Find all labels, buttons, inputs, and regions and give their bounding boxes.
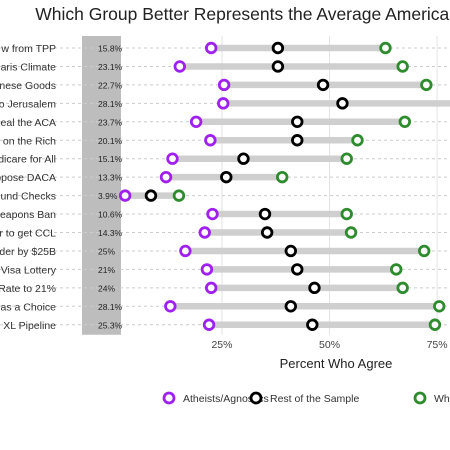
rest-of-the-sample-point [291,115,304,129]
legend-swatch [249,391,263,405]
category-label: dicare for All [0,154,56,166]
difference-label: 23.1% [98,62,123,72]
category-label: peal the ACA [0,117,56,129]
white-evangelicals-point [417,244,431,258]
legend-label: Whi [434,393,450,405]
difference-label: 22.7% [98,80,123,90]
category-label: aris Climate [1,61,57,73]
category-label: ppose DACA [0,172,56,184]
rest-of-the-sample-point [291,263,304,276]
rest-of-the-sample-point [258,207,272,221]
atheists-agnostics-point [205,281,218,295]
difference-label: 25.3% [98,320,123,330]
rest-of-the-sample-point [144,189,158,202]
legend-label: Atheists/Agnostics [183,393,269,405]
difference-label: 14.3% [98,228,123,238]
atheists-agnostics-point [200,263,214,276]
rest-of-the-sample-point [306,318,319,331]
category-label: on the Rich [3,135,56,147]
difference-label: 20.1% [98,136,123,146]
category-label: XL Pipeline [3,320,56,332]
difference-label: 21% [98,265,115,275]
atheists-agnostics-point [205,41,218,55]
difference-label: 15.8% [98,44,123,54]
legend-swatch [162,391,176,405]
difference-label: 13.3% [98,173,123,183]
rest-of-the-sample-point [220,170,233,184]
atheists-agnostics-point [204,134,217,147]
legend-swatch [413,391,427,405]
atheists-agnostics-point [202,318,216,331]
atheists-agnostics-point [118,189,132,202]
x-tick-label: 50% [319,339,340,351]
difference-label: 15.1% [98,154,123,164]
x-axis-label: Percent Who Agree [280,356,393,371]
rest-of-the-sample-point [336,97,349,110]
difference-label: 10.6% [98,210,123,220]
rest-of-the-sample-point [237,152,250,165]
white-evangelicals-point [340,207,353,221]
white-evangelicals-point [172,189,186,202]
atheists-agnostics-point [164,300,177,313]
category-label: Rate to 21% [0,283,56,295]
atheists-agnostics-point [206,207,219,221]
difference-label: 28.1% [98,302,123,312]
white-evangelicals-point [428,318,442,331]
x-tick-label: 25% [211,339,232,351]
atheists-agnostics-point [217,78,231,92]
plot-area: w from TPP 15.8% aris Climate 23.1% nese Goo… [0,36,450,351]
rest-of-the-sample-point [291,134,304,147]
difference-label: 23.7% [98,117,123,127]
atheists-agnostics-point [166,152,179,165]
white-evangelicals-point [344,226,358,239]
category-label: o Jerusalem [0,98,56,110]
chart-title: Which Group Better Represents the Averag… [35,4,450,24]
rest-of-the-sample-point [308,281,321,295]
category-label: as a Choice [1,301,57,313]
x-tick-label: 75% [427,339,448,351]
category-label: w from TPP [0,43,56,55]
atheists-agnostics-point [173,60,186,73]
difference-label: 24% [98,283,115,293]
white-evangelicals-point [351,134,364,147]
white-evangelicals-point [396,60,409,73]
rest-of-the-sample-point [284,300,298,313]
difference-label: 3.9% [98,191,118,201]
atheists-agnostics-point [198,226,211,239]
white-evangelicals-point [398,115,412,129]
white-evangelicals-point [396,281,409,295]
atheists-agnostics-point [189,115,203,129]
category-label: und Checks [1,191,56,203]
category-label: der by $25B [0,246,56,258]
difference-label: 28.1% [98,99,123,109]
difference-label: 25% [98,246,115,256]
rest-of-the-sample-point [284,244,298,258]
legend-label: Rest of the Sample [270,393,359,405]
category-label: Visa Lottery [1,264,57,276]
white-evangelicals-point [420,78,433,92]
rest-of-the-sample-point [271,60,285,73]
rest-of-the-sample-point [271,41,285,55]
rest-of-the-sample-point [260,226,274,239]
category-label: eapons Ban [0,209,56,221]
rest-of-the-sample-point [316,78,330,92]
white-evangelicals-point [433,300,446,313]
atheists-agnostics-point [179,244,192,258]
category-label: nese Goods [0,80,56,92]
category-label: r to get CCL [0,228,56,240]
white-evangelicals-point [390,263,403,276]
white-evangelicals-point [379,41,392,55]
atheists-agnostics-point [217,97,230,110]
atheists-agnostics-point [159,170,173,184]
white-evangelicals-point [340,152,353,165]
difference-column [82,36,121,335]
white-evangelicals-point [275,170,289,184]
